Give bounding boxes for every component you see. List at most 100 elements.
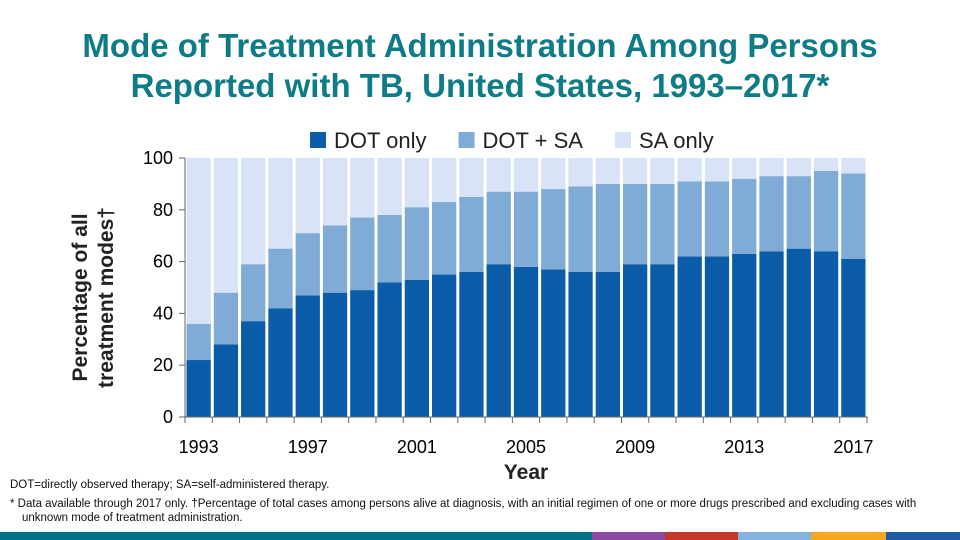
y-tick-label: 20 (153, 355, 173, 375)
bar-2007-sa-only (568, 158, 593, 187)
bar-1999-sa-only (350, 158, 375, 218)
bar-2004-dot-only (486, 264, 511, 417)
bar-2007-dot-sa (568, 186, 593, 272)
bar-2002-sa-only (432, 158, 457, 203)
bar-2008-dot-sa (595, 183, 620, 272)
notes: DOT=directly observed therapy; SA=self-a… (10, 478, 950, 525)
bottom-color-bar (0, 532, 960, 540)
bar-2005-dot-sa (513, 191, 539, 267)
bar-2003-dot-only (459, 271, 484, 417)
bar-2006-sa-only (541, 158, 566, 190)
bar-2012-dot-sa (704, 181, 730, 257)
bar-2005-dot-only (513, 266, 539, 417)
y-axis-title-line-1: Percentage of all (69, 213, 92, 381)
bar-2000-sa-only (377, 158, 402, 215)
bar-2006-dot-only (541, 269, 566, 417)
bar-2009-dot-only (622, 264, 648, 417)
bar-1996-sa-only (268, 158, 293, 249)
bar-1995-sa-only (241, 158, 266, 265)
y-tick-label: 60 (153, 252, 173, 272)
bar-2010-sa-only (650, 158, 675, 184)
bar-1996-dot-only (268, 308, 293, 417)
bar-2008-sa-only (595, 158, 620, 184)
legend-label: DOT only (334, 128, 427, 153)
bar-1993-sa-only (186, 158, 211, 324)
x-tick-label: 2017 (833, 437, 873, 457)
bar-2011-dot-sa (677, 181, 702, 257)
title-line-2: Reported with TB, United States, 1993–20… (130, 67, 830, 104)
bar-2004-dot-sa (486, 191, 511, 265)
bar-1998-dot-only (322, 292, 348, 417)
bar-1997-dot-sa (295, 233, 320, 296)
y-axis-title: Percentage of all treatment modes† (69, 207, 118, 388)
bar-2008-dot-only (595, 271, 620, 417)
y-tick-label: 40 (153, 303, 173, 323)
bar-2004-sa-only (486, 158, 511, 192)
bar-1999-dot-sa (350, 217, 375, 291)
legend-swatch-dot-sa (458, 132, 475, 148)
bar-2007-dot-only (568, 271, 593, 417)
bottom-bar-segment (592, 532, 665, 540)
x-tick-label: 2013 (724, 437, 764, 457)
bar-2016-sa-only (813, 158, 839, 171)
bar-2006-dot-sa (541, 189, 566, 270)
bar-2017-sa-only (841, 158, 866, 174)
legend-swatch-dot-only (310, 132, 326, 148)
legend-swatch-sa-only (614, 132, 631, 148)
bar-2000-dot-sa (377, 214, 402, 283)
x-tick-label: 2009 (615, 437, 655, 457)
bar-2001-dot-sa (404, 207, 430, 280)
legend-label: DOT + SA (483, 128, 584, 153)
bar-2002-dot-sa (432, 202, 457, 275)
bar-2009-sa-only (622, 158, 648, 184)
bar-1994-dot-sa (213, 292, 239, 345)
bar-2017-dot-only (841, 259, 866, 417)
y-tick-label: 0 (163, 407, 173, 427)
abbreviation-note: DOT=directly observed therapy; SA=self-a… (10, 479, 330, 491)
bottom-bar-segment (811, 532, 886, 540)
bar-2003-dot-sa (459, 196, 484, 272)
bar-2015-dot-only (786, 248, 811, 417)
bar-2005-sa-only (513, 158, 539, 192)
bottom-bar-segment (738, 532, 811, 540)
y-tick-label: 80 (153, 200, 173, 220)
bar-2014-dot-sa (759, 176, 784, 252)
bar-2001-dot-only (404, 279, 430, 417)
bottom-bar-segment (0, 532, 592, 540)
bar-2009-dot-sa (622, 183, 648, 265)
bar-2013-sa-only (732, 158, 757, 179)
x-tick-label: 2005 (506, 437, 546, 457)
bar-2015-dot-sa (786, 176, 811, 249)
bar-1998-dot-sa (322, 225, 348, 293)
x-tick-label: 1993 (179, 437, 219, 457)
bar-2016-dot-only (813, 251, 839, 417)
bar-2001-sa-only (404, 158, 430, 208)
bar-1995-dot-only (241, 321, 266, 417)
legend-label: SA only (639, 128, 714, 153)
y-tick-label: 100 (143, 148, 173, 168)
bar-2015-sa-only (786, 158, 811, 177)
bar-2017-dot-sa (841, 173, 866, 260)
axis-labels: Year Percentage of all treatment modes† (69, 207, 548, 480)
bar-2003-sa-only (459, 158, 484, 197)
bar-2014-dot-only (759, 251, 784, 417)
bar-2011-dot-only (677, 256, 702, 417)
bar-1997-dot-only (295, 295, 320, 417)
bar-2014-sa-only (759, 158, 784, 177)
bar-2013-dot-sa (732, 178, 757, 254)
y-axis-title-line-2: treatment modes† (95, 207, 118, 388)
bar-1999-dot-only (350, 290, 375, 417)
chart-title: Mode of Treatment Administration Among P… (0, 26, 960, 106)
x-axis-title: Year (504, 461, 548, 480)
bar-2010-dot-only (650, 264, 675, 417)
bar-2000-dot-only (377, 282, 402, 417)
bar-1997-sa-only (295, 158, 320, 234)
bar-1995-dot-sa (241, 264, 266, 322)
x-tick-label: 2001 (397, 437, 437, 457)
bar-2011-sa-only (677, 158, 702, 182)
bar-2010-dot-sa (650, 183, 675, 265)
bar-2016-dot-sa (813, 170, 839, 252)
bar-1996-dot-sa (268, 248, 293, 309)
title-line-1: Mode of Treatment Administration Among P… (82, 27, 878, 64)
bar-2012-sa-only (704, 158, 730, 182)
